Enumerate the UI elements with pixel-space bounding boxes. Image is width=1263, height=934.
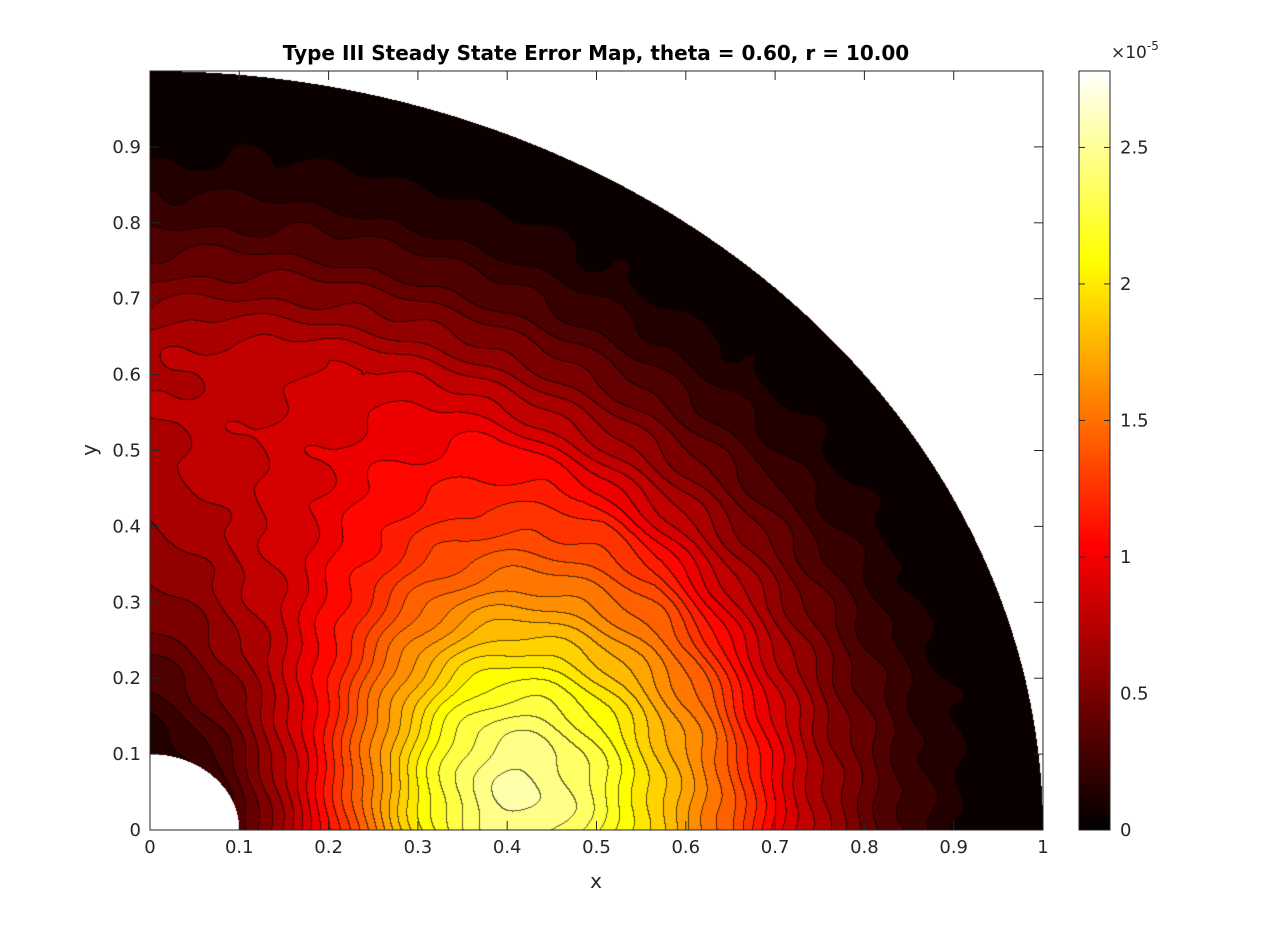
colorbar-gradient: [1079, 71, 1110, 830]
plot-area: 0 0.1 0.2 0.3 0.4 0.5 0.6 0.7 0.8 0.9 1 0 0.1 0.2 0.3…: [112, 70, 1049, 858]
x-tick-label: 1: [1037, 837, 1048, 858]
y-tick-label: 0.7: [112, 289, 141, 310]
x-tick-label: 0.2: [314, 837, 343, 858]
x-tick-label: 0.6: [671, 837, 700, 858]
y-tick-label: 0.8: [112, 213, 141, 234]
y-tick-label: 0.4: [112, 516, 141, 537]
y-tick-label: 0.2: [112, 668, 141, 689]
colorbar: 0 0.5 1 1.5 2 2.5 ×10-5: [1078, 39, 1159, 841]
x-tick-label: 0.9: [939, 837, 968, 858]
colorbar-tick-label: 2: [1120, 274, 1131, 295]
x-tick-label: 0.1: [225, 837, 254, 858]
x-tick-label: 0.7: [761, 837, 790, 858]
y-tick-label: 0: [130, 820, 141, 841]
colorbar-exponent: ×10-5: [1111, 39, 1159, 63]
colorbar-tick-label: 2.5: [1120, 137, 1149, 158]
y-tick-label: 0.6: [112, 365, 141, 386]
colorbar-tick-label: 0.5: [1120, 683, 1149, 704]
y-tick-label: 0.1: [112, 744, 141, 765]
colorbar-tick-label: 0: [1120, 820, 1131, 841]
colorbar-frame: [1078, 70, 1111, 831]
x-tick-label: 0.8: [850, 837, 879, 858]
y-axis-label: y: [77, 444, 101, 456]
colorbar-ticks: 0 0.5 1 1.5 2 2.5: [1079, 137, 1149, 841]
x-axis-label: x: [590, 869, 602, 893]
y-tick-label: 0.9: [112, 137, 141, 158]
x-axis: 0 0.1 0.2 0.3 0.4 0.5 0.6 0.7 0.8 0.9 1: [144, 71, 1049, 858]
contour-fill: [150, 71, 1043, 830]
x-tick-label: 0.4: [493, 837, 522, 858]
x-tick-label: 0.3: [404, 837, 433, 858]
colorbar-tick-label: 1: [1120, 547, 1131, 568]
y-tick-label: 0.5: [112, 441, 141, 462]
x-tick-label: 0.5: [582, 837, 611, 858]
colorbar-tick-label: 1.5: [1120, 410, 1149, 431]
y-axis: 0 0.1 0.2 0.3 0.4 0.5 0.6 0.7 0.8 0.9: [112, 137, 1043, 841]
chart-title: Type III Steady State Error Map, theta =…: [283, 41, 909, 65]
x-tick-label: 0: [144, 837, 155, 858]
y-tick-label: 0.3: [112, 592, 141, 613]
